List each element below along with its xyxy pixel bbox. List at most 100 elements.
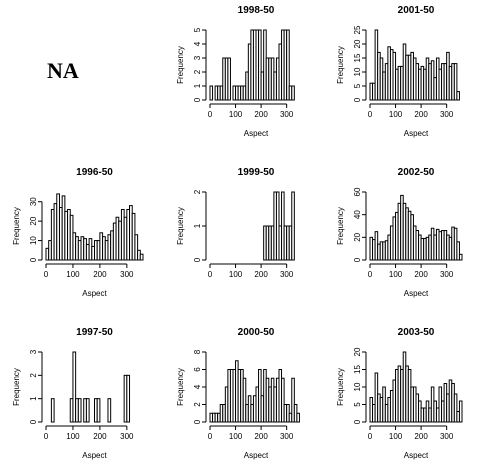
x-axis-label: Aspect	[244, 129, 269, 138]
x-tick-label: 300	[440, 110, 454, 119]
x-tick-label: 100	[66, 270, 80, 279]
y-tick-label: 6	[193, 367, 202, 372]
y-tick-label: 8	[193, 349, 202, 354]
histogram-bar	[286, 29, 290, 101]
y-tick-label: 15	[353, 365, 362, 374]
histogram-bar	[281, 377, 285, 423]
x-tick-label: 100	[229, 432, 243, 441]
histogram-bar	[458, 253, 463, 261]
histogram-bar	[242, 377, 247, 423]
x-tick-label: 0	[208, 432, 213, 441]
x-tick-label: 0	[208, 110, 213, 119]
y-axis-label: Frequency	[176, 368, 185, 406]
histogram-bar	[296, 412, 300, 423]
y-tick-label: 40	[353, 210, 362, 219]
x-tick-label: 300	[280, 110, 294, 119]
y-tick-label: 25	[353, 25, 362, 34]
x-tick-label: 200	[414, 110, 428, 119]
y-tick-label: 5	[353, 402, 362, 407]
y-tick-label: 0	[353, 257, 362, 262]
histogram-bar	[453, 393, 458, 423]
y-tick-label: 5	[193, 27, 202, 32]
y-tick-label: 0	[29, 419, 38, 424]
y-tick-label: 1	[193, 223, 202, 228]
x-tick-label: 300	[440, 270, 454, 279]
panel-title: 1997-50	[76, 327, 113, 338]
y-tick-label: 20	[29, 216, 38, 225]
y-tick-label: 1	[193, 83, 202, 88]
panel-title: 2000-50	[238, 327, 275, 338]
x-tick-label: 0	[44, 270, 49, 279]
y-tick-label: 2	[193, 402, 202, 407]
x-tick-label: 0	[368, 270, 373, 279]
x-tick-label: 300	[120, 270, 134, 279]
y-axis-label: Frequency	[336, 207, 345, 245]
histogram-bar	[227, 57, 231, 101]
y-tick-label: 60	[353, 187, 362, 196]
x-tick-label: 200	[93, 270, 107, 279]
x-tick-label: 100	[229, 110, 243, 119]
y-tick-label: 3	[29, 349, 38, 354]
y-tick-label: 15	[353, 53, 362, 62]
histogram-bar	[96, 398, 101, 423]
x-tick-label: 200	[254, 110, 268, 119]
histogram-bar	[85, 398, 90, 423]
y-axis-label: Frequency	[176, 46, 185, 84]
x-tick-label: 300	[120, 432, 134, 441]
y-tick-label: 0	[353, 97, 362, 102]
x-tick-label: 300	[280, 432, 294, 441]
histogram-bar	[72, 351, 77, 423]
y-tick-label: 0	[193, 419, 202, 424]
x-axis-label: Aspect	[82, 289, 107, 298]
x-tick-label: 300	[440, 432, 454, 441]
x-axis-label: Aspect	[404, 451, 429, 460]
x-tick-label: 100	[389, 432, 403, 441]
x-axis-label: Aspect	[404, 129, 429, 138]
y-axis-label: Frequency	[336, 368, 345, 406]
x-tick-label: 200	[414, 270, 428, 279]
histogram-panel: 2002-50 0 20 40 60 0 100 200 300 Aspect Frequency	[336, 167, 463, 298]
x-tick-label: 200	[254, 432, 268, 441]
histogram-bar	[291, 377, 295, 423]
histogram-panel: 1997-50 0 1 2 3 0 100 200 300 Aspect Frequency	[12, 327, 134, 460]
y-tick-label: 4	[193, 384, 202, 389]
histogram-bar	[453, 63, 458, 101]
histogram-bar	[291, 191, 295, 261]
na-label: NA	[47, 58, 79, 83]
x-tick-label: 0	[368, 110, 373, 119]
y-tick-label: 10	[353, 67, 362, 76]
y-tick-label: 2	[193, 69, 202, 74]
y-tick-label: 30	[29, 197, 38, 206]
histogram-bar	[134, 234, 139, 261]
x-tick-label: 0	[44, 432, 49, 441]
y-tick-label: 4	[193, 41, 202, 46]
histogram-bar	[50, 398, 55, 423]
panel-title: 1999-50	[238, 167, 275, 178]
histogram-panel: 2001-50 0 5 10 15 20 25 0 100 200 300 Aspect Frequen…	[336, 5, 460, 138]
x-tick-label: 200	[414, 432, 428, 441]
x-tick-label: 100	[66, 432, 80, 441]
histogram-bar	[126, 374, 131, 423]
x-tick-label: 300	[280, 270, 294, 279]
x-tick-label: 200	[93, 432, 107, 441]
histogram-bar	[258, 29, 262, 101]
histogram-bar	[209, 85, 214, 101]
y-tick-label: 5	[353, 83, 362, 88]
y-axis-label: Frequency	[176, 207, 185, 245]
y-axis-label: Frequency	[12, 207, 21, 245]
panel-title: 2002-50	[398, 167, 435, 178]
histogram-bar	[291, 85, 295, 101]
x-tick-label: 100	[389, 110, 403, 119]
panel-title: 1998-50	[238, 5, 275, 16]
x-tick-label: 0	[208, 270, 213, 279]
y-tick-label: 10	[29, 236, 38, 245]
y-tick-label: 20	[353, 232, 362, 241]
histogram-bar	[458, 400, 463, 423]
y-tick-label: 0	[193, 257, 202, 262]
histogram-panel: 1998-50 0 1 2 3 4 5 0 100 200 300 Aspect Frequency	[176, 5, 295, 138]
y-tick-label: 20	[353, 347, 362, 356]
x-axis-label: Aspect	[404, 289, 429, 298]
